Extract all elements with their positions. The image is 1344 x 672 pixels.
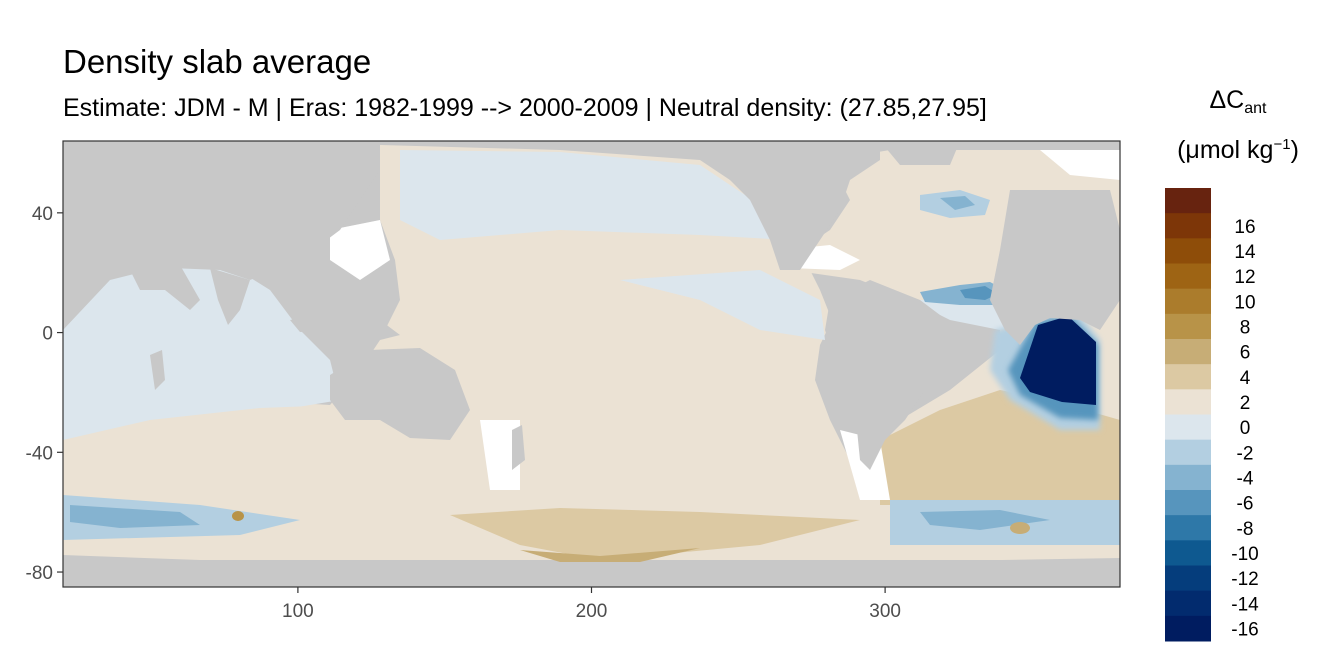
equatorial-atlantic-anomaly bbox=[990, 315, 1100, 430]
legend-label: 8 bbox=[1240, 317, 1251, 338]
southern-ocean-spot bbox=[232, 511, 244, 521]
legend-swatch bbox=[1165, 414, 1211, 441]
southern-ocean-west-cool-2 bbox=[70, 505, 200, 528]
legend-label: -10 bbox=[1231, 544, 1258, 565]
legend-swatch bbox=[1165, 565, 1211, 592]
chart-subtitle: Estimate: JDM - M | Eras: 1982-1999 --> … bbox=[63, 94, 987, 122]
x-tick-label: 200 bbox=[576, 601, 608, 622]
legend-swatch bbox=[1165, 238, 1211, 264]
land-arabia-india bbox=[130, 265, 200, 310]
gulf-stream-feature-2 bbox=[960, 286, 998, 300]
map-panel bbox=[63, 141, 1120, 587]
legend-label: -16 bbox=[1231, 619, 1258, 640]
legend-label: -8 bbox=[1237, 519, 1254, 540]
legend-swatch bbox=[1165, 188, 1211, 214]
land-antarctica bbox=[63, 555, 1120, 587]
legend-unit: (μmol kg−1) bbox=[1158, 136, 1318, 165]
land-madagascar bbox=[150, 350, 165, 390]
legend-swatch bbox=[1165, 515, 1211, 541]
legend-swatch bbox=[1165, 540, 1211, 566]
land-south-america bbox=[825, 280, 960, 470]
x-tick-label: 300 bbox=[869, 601, 901, 622]
legend-unit-end: ) bbox=[1290, 136, 1299, 164]
southern-ocean-spot-2 bbox=[1010, 522, 1030, 534]
land-india-peninsula bbox=[210, 268, 250, 325]
legend-title-subscript: ant bbox=[1244, 100, 1267, 117]
ross-sea-tan bbox=[450, 508, 860, 560]
legend-swatch bbox=[1165, 364, 1211, 390]
legend-label: 6 bbox=[1240, 343, 1251, 364]
land-africa bbox=[990, 190, 1120, 345]
legend-label: -2 bbox=[1237, 443, 1254, 464]
legend-label: 12 bbox=[1234, 267, 1255, 288]
legend-swatch bbox=[1165, 464, 1211, 491]
legend-label: -4 bbox=[1237, 468, 1254, 489]
legend-swatch bbox=[1165, 339, 1211, 365]
land-indonesia bbox=[290, 310, 400, 340]
legend-label: 0 bbox=[1240, 418, 1251, 439]
legend-title-main: ΔC bbox=[1209, 86, 1245, 114]
legend-label: -14 bbox=[1231, 594, 1259, 615]
legend-label: 10 bbox=[1234, 292, 1255, 313]
legend-label: 2 bbox=[1240, 393, 1251, 414]
anomaly-core bbox=[1020, 316, 1096, 405]
legend-swatch bbox=[1165, 439, 1211, 466]
x-axis: 100 200 300 bbox=[282, 587, 901, 622]
legend-swatch bbox=[1165, 263, 1211, 290]
nodata-tasman bbox=[480, 420, 520, 490]
y-tick-label: -80 bbox=[26, 563, 53, 584]
land-new-zealand bbox=[512, 425, 525, 470]
land-greenland bbox=[880, 141, 960, 165]
southern-ocean-atlantic-cool-2 bbox=[920, 510, 1050, 530]
y-tick-label: -40 bbox=[26, 443, 53, 464]
legend-title: ΔCant bbox=[1158, 86, 1318, 118]
north-atlantic-feature-2 bbox=[940, 196, 975, 210]
legend-swatch bbox=[1165, 313, 1211, 340]
legend-swatch bbox=[1165, 213, 1211, 239]
indian-ocean bbox=[63, 265, 340, 440]
legend-swatch bbox=[1165, 389, 1211, 415]
nodata-north-atlantic bbox=[1040, 150, 1120, 180]
legend-label: 4 bbox=[1240, 368, 1251, 389]
legend-label: 14 bbox=[1234, 242, 1256, 263]
east-pacific-band bbox=[620, 270, 825, 340]
legend-label: -6 bbox=[1237, 494, 1254, 515]
legend-label: -12 bbox=[1231, 569, 1258, 590]
y-tick-label: 0 bbox=[42, 324, 53, 345]
land-north-america bbox=[700, 141, 880, 270]
y-axis: 40 0 -40 -80 bbox=[26, 204, 63, 584]
legend-unit-superscript: −1 bbox=[1273, 136, 1291, 153]
nodata-asia-margins bbox=[330, 220, 390, 280]
north-pacific-band bbox=[400, 150, 790, 240]
chart-title: Density slab average bbox=[63, 43, 372, 80]
y-tick-label: 40 bbox=[32, 204, 53, 225]
legend-swatch bbox=[1165, 590, 1211, 617]
legend-swatch bbox=[1165, 288, 1211, 315]
land-eurasia bbox=[63, 141, 380, 300]
legend-unit-main: (μmol kg bbox=[1177, 136, 1274, 164]
legend-label: 16 bbox=[1234, 217, 1255, 238]
land-australia bbox=[330, 348, 470, 440]
ross-sea-brown bbox=[520, 548, 700, 562]
legend-swatch bbox=[1165, 490, 1211, 516]
legend-colorbar: 16 14 12 10 8 6 4 2 0 -2 -4 -6 -8 -10 -12 -14 -16 bbox=[1165, 188, 1259, 642]
x-tick-label: 100 bbox=[282, 601, 314, 622]
legend-swatch bbox=[1165, 615, 1211, 642]
indian-south-band bbox=[63, 405, 480, 480]
